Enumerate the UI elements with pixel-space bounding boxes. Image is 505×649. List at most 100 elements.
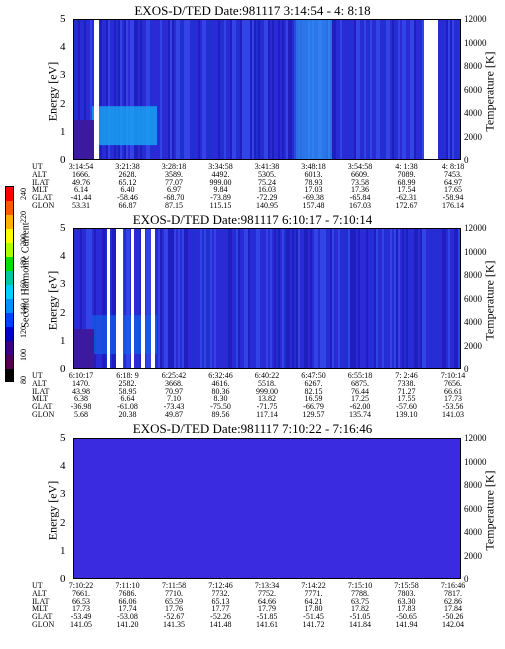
spectrogram-column	[426, 229, 428, 368]
ephemeris-row: MLT 17.73 17.74 17.76 17.77 17.79 17.80 17.82 17…	[0, 605, 505, 613]
spectrogram-image	[74, 439, 460, 578]
ephemeris-value: 7.10	[167, 394, 181, 404]
spectrogram-column	[238, 229, 240, 368]
spectrogram-column	[260, 229, 262, 368]
spectrogram-column	[114, 229, 116, 368]
spectrogram-column	[236, 229, 238, 368]
spectrogram-column	[188, 20, 190, 159]
ephemeris-value: 6:18: 9	[116, 371, 139, 380]
ephemeris-value: 17.82	[351, 604, 369, 614]
spectrogram-column	[334, 20, 336, 159]
spectrogram-column	[378, 20, 380, 159]
spectrogram-column	[350, 20, 352, 159]
spectrogram-column	[396, 20, 398, 159]
spectrogram-column	[276, 229, 278, 368]
spectrogram-column	[222, 229, 224, 368]
spectrogram-column	[364, 20, 366, 159]
ephemeris-value: 87.15	[165, 201, 183, 210]
spectrogram-column	[332, 20, 334, 159]
ephemeris-value: 6:40:22	[254, 371, 280, 380]
spectrogram-column	[340, 229, 342, 368]
ephemeris-value: 80.36	[211, 386, 230, 396]
spectrogram-column	[166, 229, 168, 368]
spectrogram-column	[246, 229, 248, 368]
spectrogram-column	[172, 20, 174, 159]
ephemeris-value: -75.50	[210, 402, 231, 412]
ephemeris-row: UT 6:10:17 6:18: 9 6:25:42 6:32:46 6:40:22 6:4…	[0, 372, 505, 380]
colorbar-swatch	[6, 187, 13, 201]
ephemeris-value: 68.99	[397, 177, 416, 187]
ephemeris-value: 3:54:58	[347, 162, 373, 171]
spectrogram-column	[100, 20, 102, 159]
spectrogram-column	[402, 20, 404, 159]
y-tick-label: 0	[60, 154, 66, 166]
spectrogram-column	[214, 229, 216, 368]
spectrogram-column	[454, 20, 456, 159]
spectrogram-column	[322, 229, 324, 368]
spectrogram-column	[404, 229, 406, 368]
ephemeris-value: 64.21	[304, 596, 323, 606]
spectrogram-column	[392, 229, 394, 368]
y2-tick-label: 10000	[464, 37, 487, 48]
spectrogram-column	[430, 229, 432, 368]
colorbar-swatch	[6, 327, 13, 341]
data-gap	[424, 20, 438, 159]
spectrogram-column	[358, 20, 360, 159]
spectrogram-column	[156, 20, 158, 159]
spectrogram-column	[348, 20, 350, 159]
spectrogram-column	[266, 20, 268, 159]
spectrogram-column	[450, 229, 452, 368]
spectrogram-column	[252, 229, 254, 368]
ephemeris-value: 7:16:46	[440, 581, 466, 590]
ephemeris-value: 53.31	[72, 201, 90, 210]
spectrogram-column	[264, 20, 266, 159]
ephemeris-label: GLON	[32, 410, 55, 419]
ephemeris-row: ILAT 66.53 66.06 65.59 65.13 64.66 64.21 63.75 6…	[0, 596, 505, 606]
spectrogram-column	[250, 20, 252, 159]
spectrogram-column	[224, 229, 226, 368]
y-tick-label: 0	[60, 573, 66, 585]
spectrogram-column	[376, 20, 378, 159]
spectrogram-column	[168, 20, 170, 159]
ephemeris-value: 65.12	[118, 177, 137, 187]
ephemeris-value: 141.35	[163, 620, 185, 629]
y-tick-label: 5	[60, 432, 66, 444]
spectrogram-column	[186, 20, 188, 159]
spectrogram-column	[450, 20, 452, 159]
spectrogram-column	[254, 229, 256, 368]
spectrogram-column	[290, 20, 292, 159]
spectrogram-column	[406, 229, 408, 368]
colorbar-swatch	[6, 201, 13, 215]
ephemeris-value: 7: 2:46	[395, 371, 418, 380]
ephemeris-value: 17.84	[444, 604, 462, 614]
spectrogram-column	[452, 229, 454, 368]
panel-3-ylabel: Energy [eV]	[45, 480, 60, 541]
ephemeris-value: 3:48:18	[301, 162, 326, 171]
y2-tick-label: 10000	[464, 456, 487, 467]
spectrogram-column	[108, 20, 110, 159]
spectrogram-column	[410, 229, 412, 368]
y-tick-label: 4	[60, 250, 66, 263]
spectrogram-column	[190, 229, 192, 368]
spectrogram-column	[414, 20, 416, 159]
spectrogram-column	[92, 229, 94, 368]
ephemeris-row: MLT 6.14 6.40 6.97 9.84 16.03 17.03 17.36 17.54 1…	[0, 186, 505, 194]
y2-tick-label: 4000	[464, 108, 482, 118]
spectrogram-column	[200, 20, 202, 159]
spectrogram-column	[208, 20, 210, 159]
spectrogram-column	[292, 20, 294, 159]
spectrogram-column	[362, 20, 364, 159]
spectrogram-band	[296, 20, 332, 159]
spectrogram-column	[344, 229, 346, 368]
spectrogram-column	[346, 229, 348, 368]
spectrogram-column	[76, 20, 78, 159]
ephemeris-value: 62.86	[444, 596, 462, 606]
spectrogram-column	[280, 229, 282, 368]
colorbar	[5, 186, 14, 382]
ephemeris-value: 16.03	[258, 185, 276, 195]
spectrogram-column	[76, 229, 78, 368]
ephemeris-label: UT	[32, 371, 43, 380]
ephemeris-value: 66.53	[72, 596, 90, 606]
spectrogram-column	[162, 229, 164, 368]
spectrogram-column	[84, 229, 86, 368]
